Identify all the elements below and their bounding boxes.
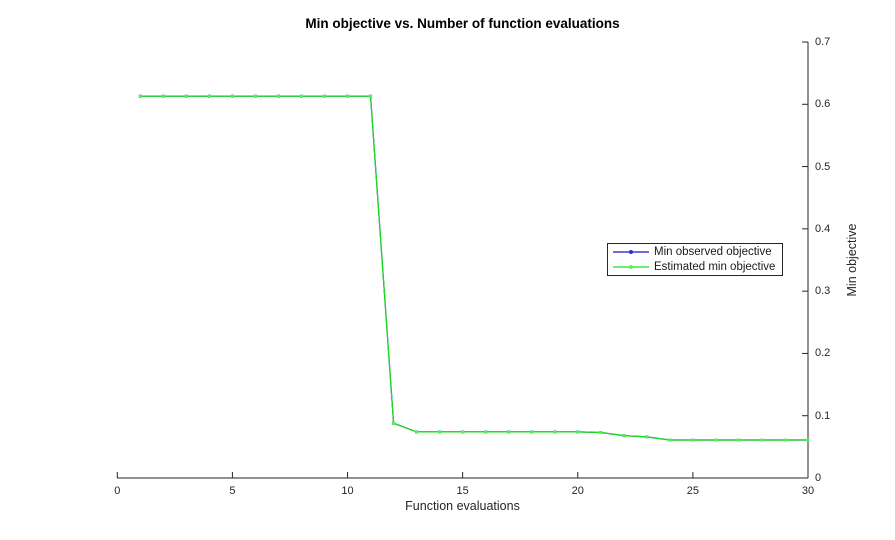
legend-item-min-observed[interactable]: Min observed objective: [608, 245, 782, 260]
data-point-marker: [599, 431, 603, 435]
data-point-marker: [530, 430, 534, 434]
data-point-marker: [691, 438, 695, 442]
data-point-marker: [484, 430, 488, 434]
y-tick-label: 0.3: [815, 285, 831, 298]
data-point-marker: [161, 94, 165, 98]
legend-item-label: Min observed objective: [654, 246, 772, 258]
data-point-marker: [507, 430, 511, 434]
y-tick-label: 0.5: [815, 160, 831, 173]
data-point-marker: [438, 430, 442, 434]
y-tick-label: 0: [815, 472, 822, 484]
y-tick-label: 0.2: [815, 347, 831, 360]
y-axis-label: Min objective: [845, 223, 859, 297]
x-tick-label: 5: [229, 485, 236, 497]
x-tick-label: 25: [686, 485, 699, 497]
x-tick-label: 30: [801, 485, 815, 497]
data-point-marker: [806, 438, 810, 442]
legend-line-sample-icon: [613, 250, 649, 254]
data-point-marker: [346, 94, 350, 98]
x-axis-label: Function evaluations: [405, 499, 520, 513]
y-tick-label: 0.1: [815, 409, 831, 422]
data-point-marker: [737, 438, 741, 442]
data-point-marker: [207, 94, 211, 98]
data-point-marker: [668, 438, 672, 442]
series-estimated-min-line[interactable]: [140, 95, 808, 441]
x-tick-label: 10: [341, 485, 354, 497]
data-point-marker: [138, 94, 142, 98]
x-tick-label: 20: [571, 485, 584, 497]
data-point-marker: [576, 430, 580, 434]
y-tick-label: 0.7: [815, 36, 831, 48]
x-tick-label: 15: [456, 485, 469, 497]
data-point-marker: [253, 94, 257, 98]
data-point-marker: [299, 94, 303, 98]
data-point-marker: [714, 438, 718, 442]
data-point-marker: [323, 94, 327, 98]
data-point-marker: [184, 94, 188, 98]
data-point-marker: [783, 438, 787, 442]
data-point-marker: [553, 430, 557, 434]
y-tick-label: 0.6: [815, 98, 831, 111]
legend-item-estimated-min[interactable]: Estimated min objective: [608, 260, 782, 275]
data-point-marker: [760, 438, 764, 442]
data-point-marker: [392, 421, 396, 425]
x-tick-label: 0: [114, 485, 121, 497]
data-point-marker: [415, 430, 419, 434]
data-point-marker: [645, 435, 649, 439]
data-point-marker: [276, 94, 280, 98]
chart-title: Min objective vs. Number of function eva…: [305, 16, 620, 31]
data-point-marker: [369, 94, 373, 98]
data-point-marker: [622, 434, 626, 438]
data-point-marker: [461, 430, 465, 434]
y-tick-label: 0.4: [815, 222, 831, 235]
legend-line-sample-icon: [613, 265, 649, 269]
data-point-marker: [230, 94, 234, 98]
legend[interactable]: Min observed objective Estimated min obje…: [607, 243, 783, 276]
legend-item-label: Estimated min objective: [654, 261, 776, 273]
